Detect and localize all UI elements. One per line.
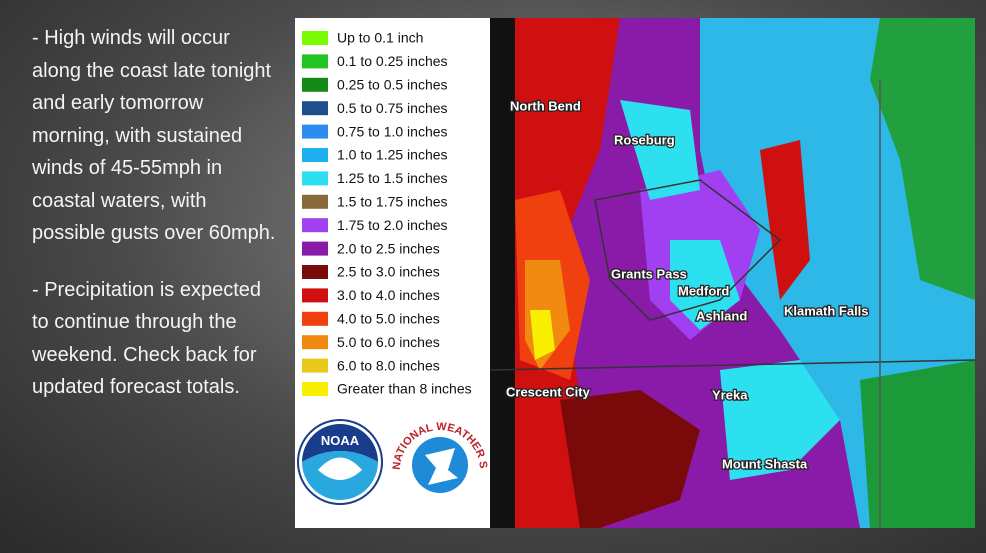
- legend-swatch: [302, 218, 328, 233]
- legend-swatch: [302, 241, 328, 256]
- city-label: Yreka: [712, 387, 748, 402]
- legend-label: 0.5 to 0.75 inches: [337, 100, 448, 116]
- legend-swatch: [302, 288, 328, 303]
- legend-swatch: [302, 311, 328, 326]
- legend-label: 0.1 to 0.25 inches: [337, 53, 448, 69]
- legend-swatch: [302, 335, 328, 350]
- legend-label: Greater than 8 inches: [337, 381, 472, 397]
- legend-swatch: [302, 31, 328, 45]
- legend-swatch: [302, 382, 328, 396]
- legend-label: Up to 0.1 inch: [337, 30, 423, 46]
- legend-label: 0.25 to 0.5 inches: [337, 77, 448, 93]
- city-label: North Bend: [510, 98, 581, 113]
- bullet: - Precipitation is expected to continue …: [32, 278, 262, 399]
- legend-swatch: [302, 54, 328, 69]
- legend-swatch: [302, 171, 328, 186]
- legend-swatch: [302, 265, 328, 279]
- legend-swatch: [302, 194, 328, 209]
- city-label: Mount Shasta: [722, 456, 808, 471]
- legend-label: 3.0 to 4.0 inches: [337, 287, 440, 303]
- bullet: - High winds will occur along the coast …: [32, 27, 276, 244]
- noaa-logo: NOAA: [297, 419, 383, 505]
- city-label: Ashland: [696, 308, 747, 323]
- legend-swatch: [302, 124, 328, 139]
- city-label: Medford: [678, 283, 729, 298]
- legend-label: 5.0 to 6.0 inches: [337, 334, 440, 350]
- precip-map: [489, 18, 976, 528]
- legend-swatch: [302, 77, 328, 92]
- legend-label: 4.0 to 5.0 inches: [337, 311, 440, 327]
- legend-label: 2.5 to 3.0 inches: [337, 264, 440, 280]
- city-label: Roseburg: [614, 132, 675, 147]
- city-label: Grants Pass: [611, 266, 687, 281]
- legend-label: 6.0 to 8.0 inches: [337, 357, 440, 373]
- legend-label: 2.0 to 2.5 inches: [337, 240, 440, 256]
- legend-label: 1.25 to 1.5 inches: [337, 170, 448, 186]
- legend-swatch: [302, 148, 328, 162]
- legend-label: 0.75 to 1.0 inches: [337, 123, 448, 139]
- legend-label: 1.0 to 1.25 inches: [337, 147, 448, 163]
- legend-swatch: [302, 358, 328, 373]
- legend: Up to 0.1 inch 0.1 to 0.25 inches 0.25 to …: [302, 30, 472, 397]
- legend-label: 1.5 to 1.75 inches: [337, 194, 448, 210]
- city-label: Crescent City: [506, 384, 591, 399]
- legend-label: 1.75 to 2.0 inches: [337, 217, 448, 233]
- city-labels: North Bend Roseburg Grants Pass Medford Ashl…: [505, 97, 870, 473]
- bullet-text: - High winds will occur along the coast …: [32, 22, 282, 428]
- noaa-text: NOAA: [321, 433, 360, 448]
- city-label: Klamath Falls: [784, 303, 869, 318]
- legend-swatch: [302, 101, 328, 116]
